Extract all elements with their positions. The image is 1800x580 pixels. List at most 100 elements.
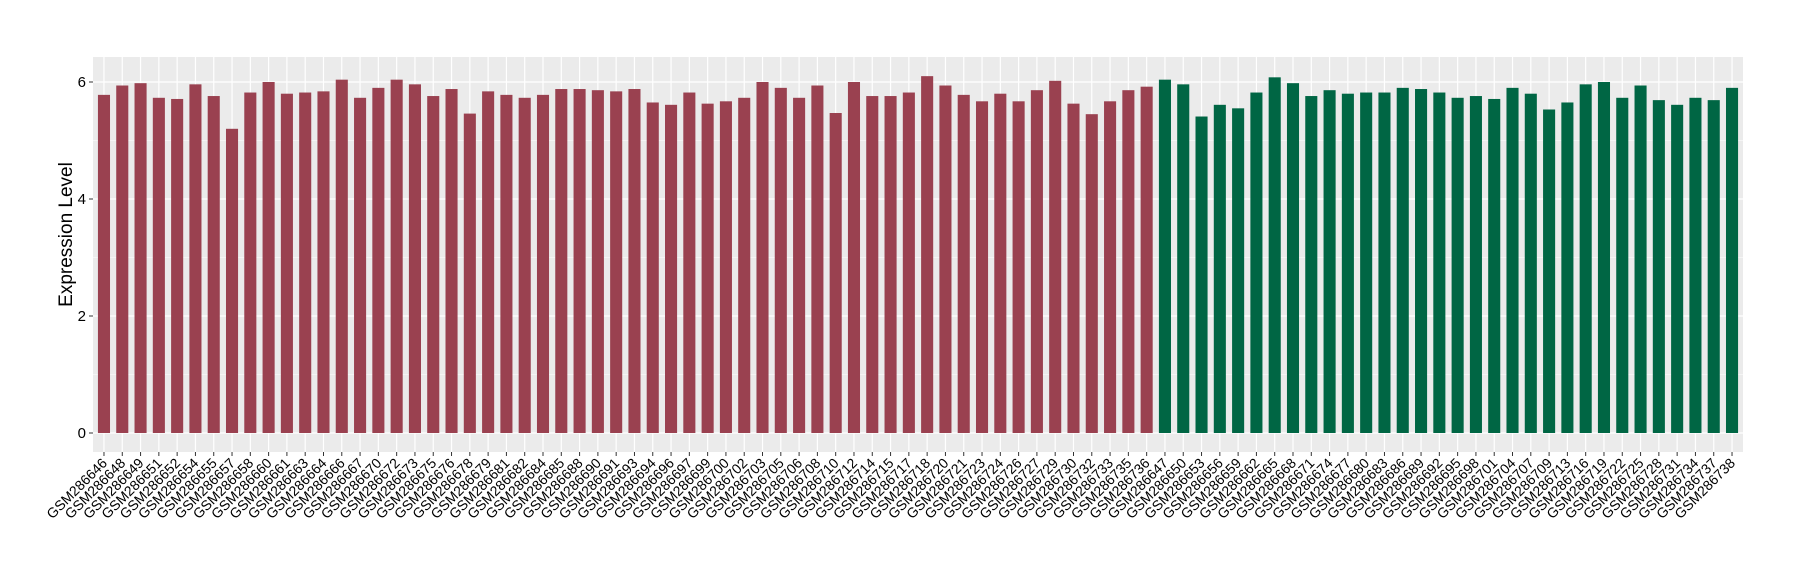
bar-GSM286661 <box>280 93 293 433</box>
bar-GSM286686 <box>1396 87 1409 433</box>
bar-GSM286691 <box>610 91 623 434</box>
y-tick-label: 2 <box>78 308 86 325</box>
bar-GSM286654 <box>189 84 202 433</box>
bar-GSM286726 <box>1012 101 1025 434</box>
bar-GSM286682 <box>518 97 531 434</box>
bar-GSM286693 <box>628 89 641 434</box>
bar-GSM286683 <box>1378 92 1391 433</box>
bar-GSM286707 <box>1524 93 1537 433</box>
bar-GSM286660 <box>262 82 275 433</box>
bar-GSM286680 <box>1360 92 1373 433</box>
y-tick-label: 6 <box>78 74 86 91</box>
bar-GSM286727 <box>1030 90 1043 433</box>
bar-GSM286672 <box>390 79 403 433</box>
bar-GSM286684 <box>536 94 550 434</box>
bar-GSM286721 <box>957 94 970 434</box>
bar-GSM286689 <box>1415 89 1428 434</box>
y-tick-label: 0 <box>78 425 86 442</box>
bar-GSM286729 <box>1049 80 1062 433</box>
bar-GSM286668 <box>1286 83 1300 434</box>
bar-GSM286719 <box>1597 82 1611 433</box>
bar-GSM286705 <box>774 87 787 433</box>
y-tick-label: 4 <box>78 191 86 208</box>
bar-GSM286718 <box>921 76 934 434</box>
bar-GSM286697 <box>683 92 696 433</box>
bar-GSM286690 <box>591 90 604 433</box>
bar-GSM286723 <box>975 101 989 434</box>
bar-GSM286704 <box>1506 87 1519 433</box>
bar-GSM286679 <box>482 91 495 434</box>
bar-GSM286714 <box>866 96 879 433</box>
bar-GSM286666 <box>335 79 348 433</box>
bar-GSM286738 <box>1725 87 1739 433</box>
bar-GSM286688 <box>573 89 586 434</box>
bar-GSM286674 <box>1323 90 1336 433</box>
bar-GSM286665 <box>1268 77 1281 433</box>
bar-GSM286652 <box>171 98 184 433</box>
bar-GSM286670 <box>372 87 385 433</box>
bar-GSM286737 <box>1707 100 1720 433</box>
y-axis: 0 2 4 6 <box>78 74 93 442</box>
bar-GSM286703 <box>756 82 769 433</box>
x-axis: GSM286646GSM286648GSM286649GSM286651GSM2… <box>43 452 1738 522</box>
bar-GSM286647 <box>1158 79 1171 433</box>
bar-GSM286706 <box>793 97 806 434</box>
bar-GSM286676 <box>445 89 458 434</box>
bar-GSM286722 <box>1616 97 1629 434</box>
bar-GSM286700 <box>719 101 732 434</box>
bar-GSM286675 <box>427 96 440 433</box>
bar-GSM286656 <box>1213 104 1226 433</box>
bar-GSM286663 <box>299 92 312 433</box>
bar-GSM286713 <box>1561 102 1574 433</box>
bar-GSM286701 <box>1488 98 1501 433</box>
bar-GSM286659 <box>1232 108 1245 433</box>
bar-GSM286731 <box>1671 104 1684 433</box>
bar-GSM286732 <box>1085 114 1098 434</box>
bar-GSM286657 <box>225 128 239 434</box>
bar-GSM286646 <box>97 94 111 434</box>
bar-GSM286651 <box>152 97 165 434</box>
bar-GSM286671 <box>1305 96 1318 433</box>
bar-GSM286717 <box>902 92 915 433</box>
bar-GSM286685 <box>555 89 568 434</box>
bar-GSM286695 <box>1451 97 1464 434</box>
bar-GSM286730 <box>1067 103 1080 434</box>
bar-GSM286664 <box>317 91 330 434</box>
bar-GSM286728 <box>1652 100 1665 433</box>
plot-panel <box>93 57 1743 452</box>
bar-GSM286650 <box>1177 84 1190 433</box>
bars <box>97 76 1739 434</box>
bar-GSM286725 <box>1634 85 1647 433</box>
bar-GSM286662 <box>1250 92 1263 433</box>
bar-GSM286710 <box>829 113 842 433</box>
bar-GSM286694 <box>646 102 659 433</box>
bar-GSM286709 <box>1543 109 1556 434</box>
bar-GSM286715 <box>884 96 897 433</box>
bar-GSM286673 <box>408 84 421 433</box>
bar-GSM286720 <box>939 85 952 433</box>
bar-GSM286735 <box>1122 90 1135 433</box>
bar-GSM286677 <box>1341 93 1354 433</box>
bar-GSM286702 <box>738 97 751 434</box>
bar-GSM286712 <box>847 82 861 433</box>
bar-GSM286724 <box>994 93 1007 433</box>
bar-GSM286716 <box>1579 84 1592 433</box>
bar-GSM286649 <box>134 83 147 434</box>
bar-GSM286734 <box>1689 97 1702 434</box>
bar-GSM286696 <box>665 104 678 433</box>
bar-GSM286667 <box>354 97 367 434</box>
bar-GSM286681 <box>500 94 513 434</box>
bar-GSM286692 <box>1433 92 1446 433</box>
bar-GSM286655 <box>207 96 220 433</box>
bar-GSM286658 <box>244 92 257 433</box>
bar-GSM286678 <box>463 113 476 433</box>
bar-GSM286648 <box>116 85 129 433</box>
bar-GSM286698 <box>1469 96 1482 433</box>
bar-GSM286708 <box>811 85 824 433</box>
bar-GSM286736 <box>1140 86 1153 434</box>
bar-GSM286733 <box>1104 101 1117 434</box>
bar-GSM286699 <box>701 103 714 434</box>
bar-GSM286653 <box>1195 116 1208 433</box>
y-axis-title: Expression Level <box>56 162 77 307</box>
